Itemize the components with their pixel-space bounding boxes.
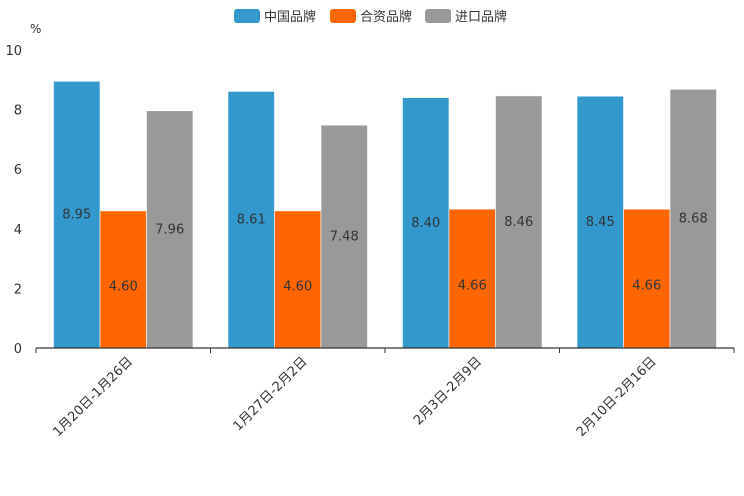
legend-label: 进口品牌	[455, 9, 507, 25]
data-label: 4.66	[458, 279, 487, 294]
legend-swatch	[425, 9, 451, 23]
x-tick-label: 2月10日-2月16日	[574, 354, 660, 440]
bar	[669, 89, 717, 349]
legend-label: 中国品牌	[264, 9, 316, 25]
data-label: 8.46	[504, 215, 533, 230]
bar	[448, 208, 496, 349]
bar	[99, 210, 147, 349]
bar	[146, 110, 194, 349]
data-label: 7.48	[330, 230, 359, 245]
legend: 中国品牌 合资品牌 进口品牌	[234, 9, 507, 25]
y-axis-unit: %	[30, 22, 41, 36]
legend-item[interactable]: 中国品牌	[234, 9, 316, 25]
y-tick-label: 8	[14, 104, 22, 119]
data-label: 4.60	[109, 279, 138, 294]
bar	[227, 91, 275, 349]
data-label: 7.96	[155, 222, 184, 237]
legend-item[interactable]: 进口品牌	[425, 9, 507, 25]
y-axis: 0 2 4 6 8 10	[5, 44, 22, 357]
legend-swatch	[330, 9, 356, 23]
bars: 8.95 4.60 7.96 8.61 4.60 7.48 8.40 4.66 8.46 8.45…	[53, 80, 717, 349]
bar	[576, 95, 624, 349]
data-label: 4.60	[283, 279, 312, 294]
bar	[274, 210, 322, 349]
legend-label: 合资品牌	[360, 9, 412, 25]
x-tick-label: 2月3日-2月9日	[411, 354, 485, 428]
data-label: 8.68	[679, 212, 708, 227]
x-tick-label: 1月20日-1月26日	[50, 354, 136, 440]
bar	[320, 124, 368, 349]
data-label: 8.61	[237, 213, 266, 228]
y-tick-label: 2	[14, 282, 22, 297]
y-tick-label: 6	[14, 163, 22, 178]
x-tick-label: 1月27日-2月2日	[231, 354, 311, 434]
legend-swatch	[234, 9, 260, 23]
data-label: 8.40	[411, 216, 440, 231]
y-tick-label: 0	[14, 342, 22, 357]
data-label: 8.95	[62, 208, 91, 223]
x-axis: 1月20日-1月26日 1月27日-2月2日 2月3日-2月9日 2月10日-2月16…	[35, 347, 735, 440]
bar	[53, 80, 101, 349]
y-tick-label: 4	[14, 223, 22, 238]
y-tick-label: 10	[5, 44, 22, 59]
data-label: 8.45	[586, 215, 615, 230]
legend-item[interactable]: 合资品牌	[330, 9, 412, 25]
data-label: 4.66	[632, 279, 661, 294]
